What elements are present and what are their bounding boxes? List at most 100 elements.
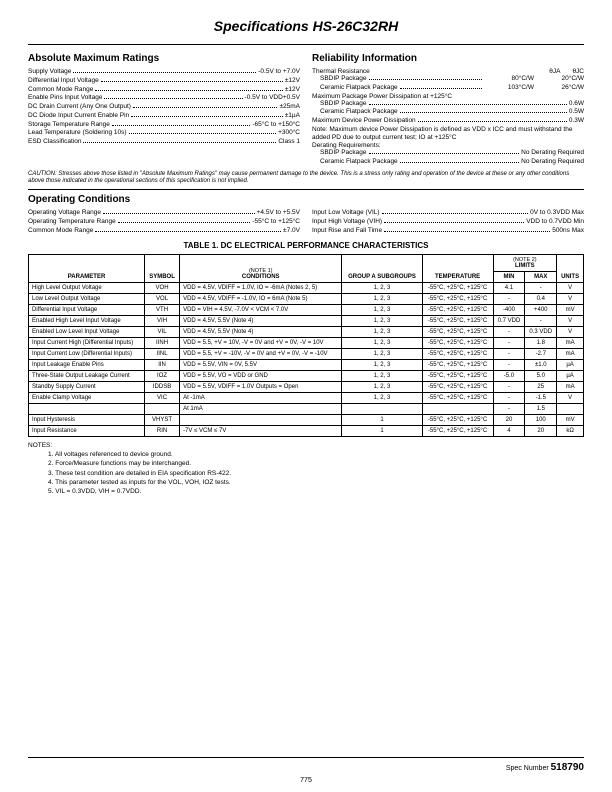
spec-line: SBDIP Package0.6W	[312, 100, 584, 109]
cell-grp: 1, 2, 3	[342, 283, 422, 294]
cell-param: Input Current Low (Differential Inputs)	[29, 349, 145, 360]
cell-temp: -55°C, +25°C, +125°C	[422, 327, 493, 338]
spec-line: Operating Temperature Range-55°C to +125…	[28, 218, 300, 227]
th-lim-label: LIMITS	[515, 263, 535, 269]
cell-max: +400	[525, 305, 557, 316]
table-row: Standby Supply CurrentIDDSBVDD = 5.5V, V…	[29, 382, 584, 393]
cell-temp: -55°C, +25°C, +125°C	[422, 349, 493, 360]
spec-line: Supply Voltage-0.5V to +7.0V	[28, 68, 300, 77]
cell-units: µA	[557, 360, 584, 371]
spec-number: Spec Number 518790	[28, 762, 584, 773]
cell-grp: 1, 2, 3	[342, 327, 422, 338]
table-row: Low Level Output VoltageVOLVDD = 4.5V, V…	[29, 294, 584, 305]
cell-cond: VDD = 4.5V, 5.5V (Note 4)	[180, 316, 342, 327]
cell-units: mA	[557, 349, 584, 360]
spec-line-label: Lead Temperature (Soldering 10s)	[28, 129, 127, 138]
cell-max: -1.5	[525, 393, 557, 404]
mdpd-val: 0.3W	[569, 117, 584, 126]
divider	[28, 189, 584, 190]
cell-param: Enable Clamp Voltage	[29, 393, 145, 404]
oc-right: Input Low Voltage (VIL)0V to 0.3VDD MaxI…	[312, 209, 584, 235]
note-item: 5. VIL = 0.3VDD, VIH = 0.7VDD.	[48, 487, 584, 496]
table-row: Enable Clamp VoltageVICAt -1mA1, 2, 3-55…	[29, 393, 584, 404]
cell-max: 1.5	[525, 404, 557, 415]
cell-max: -2.7	[525, 349, 557, 360]
oc-heading: Operating Conditions	[28, 194, 584, 205]
table-row: Input Current High (Differential Inputs)…	[29, 338, 584, 349]
thermal-ja: 103°C/W	[484, 84, 534, 93]
spec-label: Spec Number	[506, 765, 549, 772]
table-row: Enabled High Level Input VoltageVIHVDD =…	[29, 316, 584, 327]
spec-line: Lead Temperature (Soldering 10s)+300°C	[28, 129, 300, 138]
cell-cond: VDD = 4.5V, VDIFF = 1.0V, IO = -6mA (Not…	[180, 283, 342, 294]
spec-line-value: ±7.0V	[283, 227, 300, 236]
spec-line: Ceramic Flatpack PackageNo Derating Requ…	[312, 158, 584, 167]
derate-label: Derating Requirements:	[312, 142, 584, 149]
cell-param: High Level Output Voltage	[29, 283, 145, 294]
cell-param: Standby Supply Current	[29, 382, 145, 393]
thermal-jc: 20°C/W	[534, 75, 584, 84]
cell-min: -	[493, 349, 525, 360]
cell-sym: IOZ	[145, 371, 180, 382]
notes-heading: NOTES:	[28, 442, 52, 449]
th-sym: SYMBOL	[145, 255, 180, 283]
rel-heading: Reliability Information	[312, 53, 584, 64]
cell-cond: VDD = 5.5V, VDIFF = 1.0V Outputs = Open	[180, 382, 342, 393]
cell-cond: VDD = 5.5, +V = 10V, -V = 0V and +V = 0V…	[180, 338, 342, 349]
spec-line-value: No Derating Required	[521, 158, 584, 167]
cell-grp: 1	[342, 415, 422, 426]
cell-grp: 1, 2, 3	[342, 371, 422, 382]
cell-units: mA	[557, 338, 584, 349]
cell-max: 1.8	[525, 338, 557, 349]
ratings-row: Absolute Maximum Ratings Supply Voltage-…	[28, 49, 584, 167]
spec-line: Enable Pins Input Voltage-0.5V to VDD+0.…	[28, 94, 300, 103]
theta-ja: θJA	[549, 68, 560, 75]
cell-units: mA	[557, 382, 584, 393]
cell-grp: 1	[342, 426, 422, 437]
spec-num: 518790	[551, 762, 584, 773]
rel-note: Note: Maximum device Power Dissipation i…	[312, 126, 584, 142]
cell-grp: 1, 2, 3	[342, 316, 422, 327]
cell-min: 4.1	[493, 283, 525, 294]
cell-sym: IINL	[145, 349, 180, 360]
theta-jc: θJC	[572, 68, 584, 75]
spec-line-value: 0V to 0.3VDD Max	[530, 209, 584, 218]
table-caption: TABLE 1. DC ELECTRICAL PERFORMANCE CHARA…	[28, 241, 584, 250]
th-temp: TEMPERATURE	[422, 255, 493, 283]
note-item: 1. All voltages referenced to device gro…	[48, 450, 584, 459]
cell-param: Input Current High (Differential Inputs)	[29, 338, 145, 349]
cell-param: Input Hysteresis	[29, 415, 145, 426]
spec-line: Input Rise and Fall Time500ns Max	[312, 227, 584, 236]
cell-temp: -55°C, +25°C, +125°C	[422, 338, 493, 349]
cell-units: kΩ	[557, 426, 584, 437]
oc-row: Operating Voltage Range+4.5V to +5.5VOpe…	[28, 209, 584, 235]
note-item: 4. This parameter tested as inputs for t…	[48, 478, 584, 487]
th-units: UNITS	[557, 255, 584, 283]
cell-min: -	[493, 294, 525, 305]
divider	[28, 757, 584, 758]
table-row: Input Current Low (Differential Inputs)I…	[29, 349, 584, 360]
cell-sym: VIH	[145, 316, 180, 327]
th-grp: GROUP A SUBGROUPS	[342, 255, 422, 283]
cell-sym: VOH	[145, 283, 180, 294]
cell-max: 20	[525, 426, 557, 437]
cell-min: 0.7 VDD	[493, 316, 525, 327]
note-item: 3. These test condition are detailed in …	[48, 469, 584, 478]
cell-temp: -55°C, +25°C, +125°C	[422, 305, 493, 316]
cell-max: -	[525, 283, 557, 294]
cell-units: mV	[557, 305, 584, 316]
cell-temp: -55°C, +25°C, +125°C	[422, 382, 493, 393]
thermal-label: Thermal Resistance	[312, 68, 549, 75]
spec-line: Common Mode Range±7.0V	[28, 227, 300, 236]
spec-line: SBDIP PackageNo Derating Required	[312, 149, 584, 158]
cell-temp: -55°C, +25°C, +125°C	[422, 426, 493, 437]
spec-line-value: -65°C to +150°C	[252, 121, 300, 130]
spec-line-label: Operating Temperature Range	[28, 218, 116, 227]
cell-grp: 1, 2, 3	[342, 393, 422, 404]
cell-units: mV	[557, 415, 584, 426]
table-row: Differential Input VoltageVTHVDD = VIH =…	[29, 305, 584, 316]
caution-text: CAUTION: Stresses above those listed in …	[28, 171, 584, 185]
cell-min: -	[493, 338, 525, 349]
cell-units: V	[557, 327, 584, 338]
cell-param: Input Resistance	[29, 426, 145, 437]
